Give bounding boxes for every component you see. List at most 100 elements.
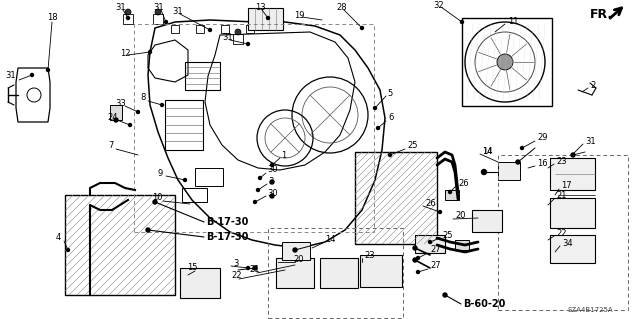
Text: 7: 7: [108, 142, 113, 151]
Text: 12: 12: [120, 48, 131, 57]
Text: 26: 26: [425, 198, 436, 207]
Circle shape: [271, 164, 273, 167]
Text: 8: 8: [140, 93, 145, 102]
Bar: [195, 168, 223, 186]
Bar: [355, 152, 437, 244]
Circle shape: [155, 9, 161, 15]
Text: 5: 5: [387, 88, 392, 98]
Text: 22: 22: [231, 271, 241, 280]
Text: 23: 23: [556, 157, 566, 166]
Text: B-17-30: B-17-30: [206, 232, 248, 242]
Bar: [498, 155, 628, 310]
Circle shape: [270, 180, 274, 184]
Text: 9: 9: [158, 168, 163, 177]
Text: 21: 21: [556, 191, 566, 201]
Text: 27: 27: [430, 262, 440, 271]
Text: 13: 13: [255, 4, 266, 12]
Circle shape: [497, 54, 513, 70]
Bar: [498, 162, 520, 180]
Circle shape: [31, 73, 33, 77]
Text: 17: 17: [561, 182, 572, 190]
Text: 14: 14: [482, 146, 493, 155]
Bar: [233, 34, 243, 44]
Circle shape: [127, 17, 129, 19]
Bar: [415, 235, 445, 253]
Text: 3: 3: [268, 176, 273, 186]
Bar: [65, 195, 175, 295]
Bar: [282, 242, 310, 260]
Circle shape: [293, 248, 297, 252]
Circle shape: [47, 69, 49, 71]
Bar: [445, 190, 459, 200]
Bar: [455, 240, 469, 250]
Bar: [550, 235, 595, 263]
Text: 21: 21: [249, 265, 259, 275]
Text: 31: 31: [172, 8, 182, 17]
Circle shape: [253, 201, 257, 204]
Bar: [123, 14, 133, 24]
Circle shape: [481, 169, 486, 174]
Text: 25: 25: [442, 231, 452, 240]
Text: 19: 19: [294, 11, 305, 19]
Text: B-60-20: B-60-20: [463, 299, 506, 309]
Circle shape: [67, 249, 70, 251]
Circle shape: [114, 118, 118, 122]
Bar: [221, 25, 229, 33]
Circle shape: [438, 211, 442, 213]
Circle shape: [443, 293, 447, 297]
Bar: [248, 8, 283, 30]
Text: 15: 15: [187, 263, 198, 272]
Text: 29: 29: [537, 133, 547, 143]
Text: 20: 20: [455, 211, 465, 220]
Circle shape: [266, 17, 269, 19]
Text: 4: 4: [56, 234, 61, 242]
Text: 23: 23: [364, 250, 374, 259]
Circle shape: [374, 107, 376, 109]
Text: 16: 16: [537, 159, 548, 167]
Circle shape: [388, 153, 392, 157]
Bar: [360, 255, 402, 287]
Circle shape: [209, 28, 211, 32]
Text: B-17-30: B-17-30: [206, 217, 248, 227]
Bar: [462, 18, 552, 106]
Text: 2: 2: [590, 80, 595, 90]
Text: 33: 33: [115, 99, 125, 108]
Circle shape: [376, 127, 380, 130]
Text: 32: 32: [433, 1, 444, 10]
Circle shape: [136, 110, 140, 114]
Text: 31: 31: [115, 4, 125, 12]
Text: 18: 18: [47, 13, 58, 23]
Text: 14: 14: [482, 146, 493, 155]
Bar: [320, 258, 358, 288]
Text: 30: 30: [267, 189, 278, 197]
Text: 31: 31: [222, 33, 232, 42]
Text: 10: 10: [152, 194, 163, 203]
Text: 28: 28: [336, 4, 347, 12]
Text: 6: 6: [388, 114, 394, 122]
Text: SZA4B1725A: SZA4B1725A: [568, 307, 614, 313]
Bar: [196, 25, 204, 33]
Circle shape: [417, 271, 419, 273]
Circle shape: [184, 179, 186, 182]
Bar: [153, 14, 163, 24]
Text: 31: 31: [5, 70, 15, 79]
Text: 22: 22: [556, 228, 566, 238]
Text: 1: 1: [281, 151, 286, 160]
Bar: [550, 198, 595, 228]
Text: 14: 14: [325, 235, 335, 244]
Bar: [246, 25, 254, 33]
Circle shape: [520, 146, 524, 150]
Circle shape: [125, 9, 131, 15]
Circle shape: [417, 256, 419, 259]
Circle shape: [429, 241, 431, 243]
Bar: [134, 24, 374, 232]
Bar: [276, 258, 314, 288]
Circle shape: [246, 42, 250, 46]
Bar: [171, 25, 179, 33]
Text: 25: 25: [407, 142, 417, 151]
Bar: [182, 188, 207, 202]
Circle shape: [235, 29, 241, 35]
Bar: [185, 62, 220, 90]
Bar: [180, 268, 220, 298]
Bar: [165, 100, 203, 150]
